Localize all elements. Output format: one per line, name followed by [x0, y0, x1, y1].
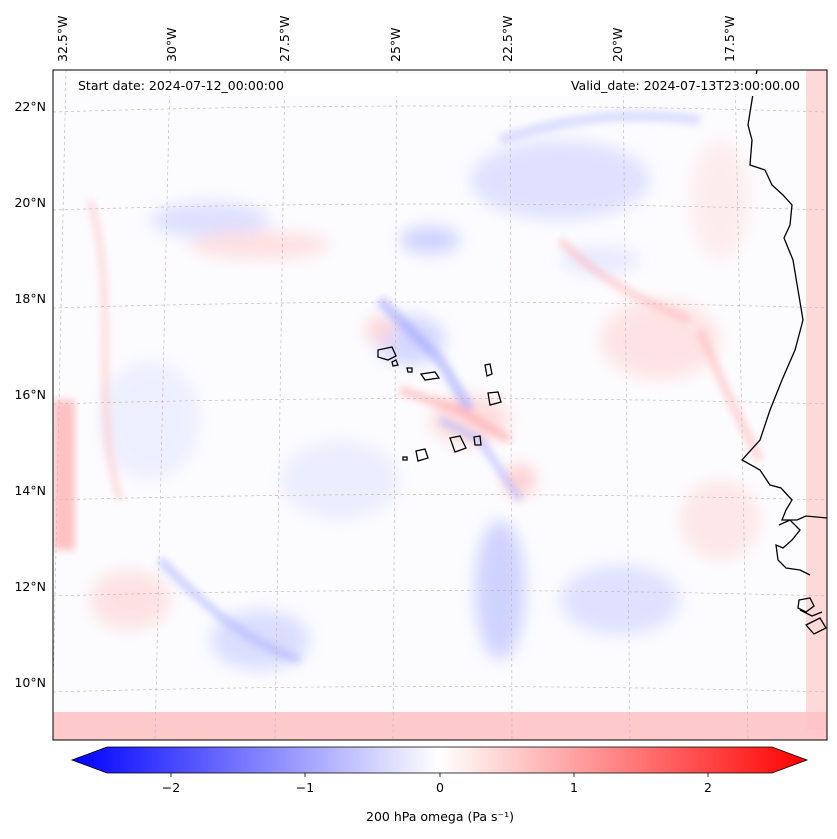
- lat-label: 16°N: [14, 387, 46, 402]
- longitude-labels: 32.5°W 30°W 27.5°W 25°W 22.5°W 20°W 17.5…: [55, 16, 737, 62]
- lon-label: 25°W: [388, 27, 403, 62]
- lon-label: 32.5°W: [55, 16, 70, 62]
- colorbar-tick-label: −1: [296, 780, 314, 795]
- coastlines: [377, 70, 827, 635]
- lon-label: 20°W: [610, 27, 625, 62]
- lat-label: 12°N: [14, 579, 46, 594]
- east-boundary-band: [806, 70, 827, 730]
- lon-label: 30°W: [164, 27, 179, 62]
- colorbar-ticks: [170, 773, 709, 777]
- lon-label: 17.5°W: [722, 16, 737, 62]
- lat-label: 20°N: [14, 195, 46, 210]
- lat-label: 10°N: [14, 675, 46, 690]
- info-strip: [70, 74, 806, 96]
- cape-verde-islands: [377, 346, 502, 462]
- lat-label: 22°N: [14, 99, 46, 114]
- lat-label: 14°N: [14, 483, 46, 498]
- colorbar-tick-label: −2: [162, 780, 180, 795]
- colorbar: −2 −1 0 1 2 200 hPa omega (Pa s⁻¹): [70, 746, 809, 824]
- colorbar-label: 200 hPa omega (Pa s⁻¹): [366, 809, 514, 824]
- map-panel: Start date: 2024-07-12_00:00:00 Valid_da…: [52, 69, 828, 741]
- colorbar-tick-label: 0: [436, 780, 444, 795]
- colorbar-bar: [70, 746, 809, 774]
- lat-label: 18°N: [14, 291, 46, 306]
- lon-label: 22.5°W: [500, 16, 515, 62]
- start-date-label: Start date: 2024-07-12_00:00:00: [78, 78, 284, 93]
- latitude-labels: 22°N 20°N 18°N 16°N 14°N 12°N 10°N: [14, 99, 46, 690]
- colorbar-tick-label: 1: [570, 780, 578, 795]
- map-frame: [52, 69, 828, 741]
- colorbar-tick-label: 2: [704, 780, 712, 795]
- gridlines: [53, 70, 827, 740]
- africa-coastline: [740, 70, 827, 521]
- lon-label: 27.5°W: [277, 16, 292, 62]
- south-boundary-band: [53, 712, 827, 740]
- valid-date-label: Valid_date: 2024-07-13T23:00:00.00: [571, 78, 800, 93]
